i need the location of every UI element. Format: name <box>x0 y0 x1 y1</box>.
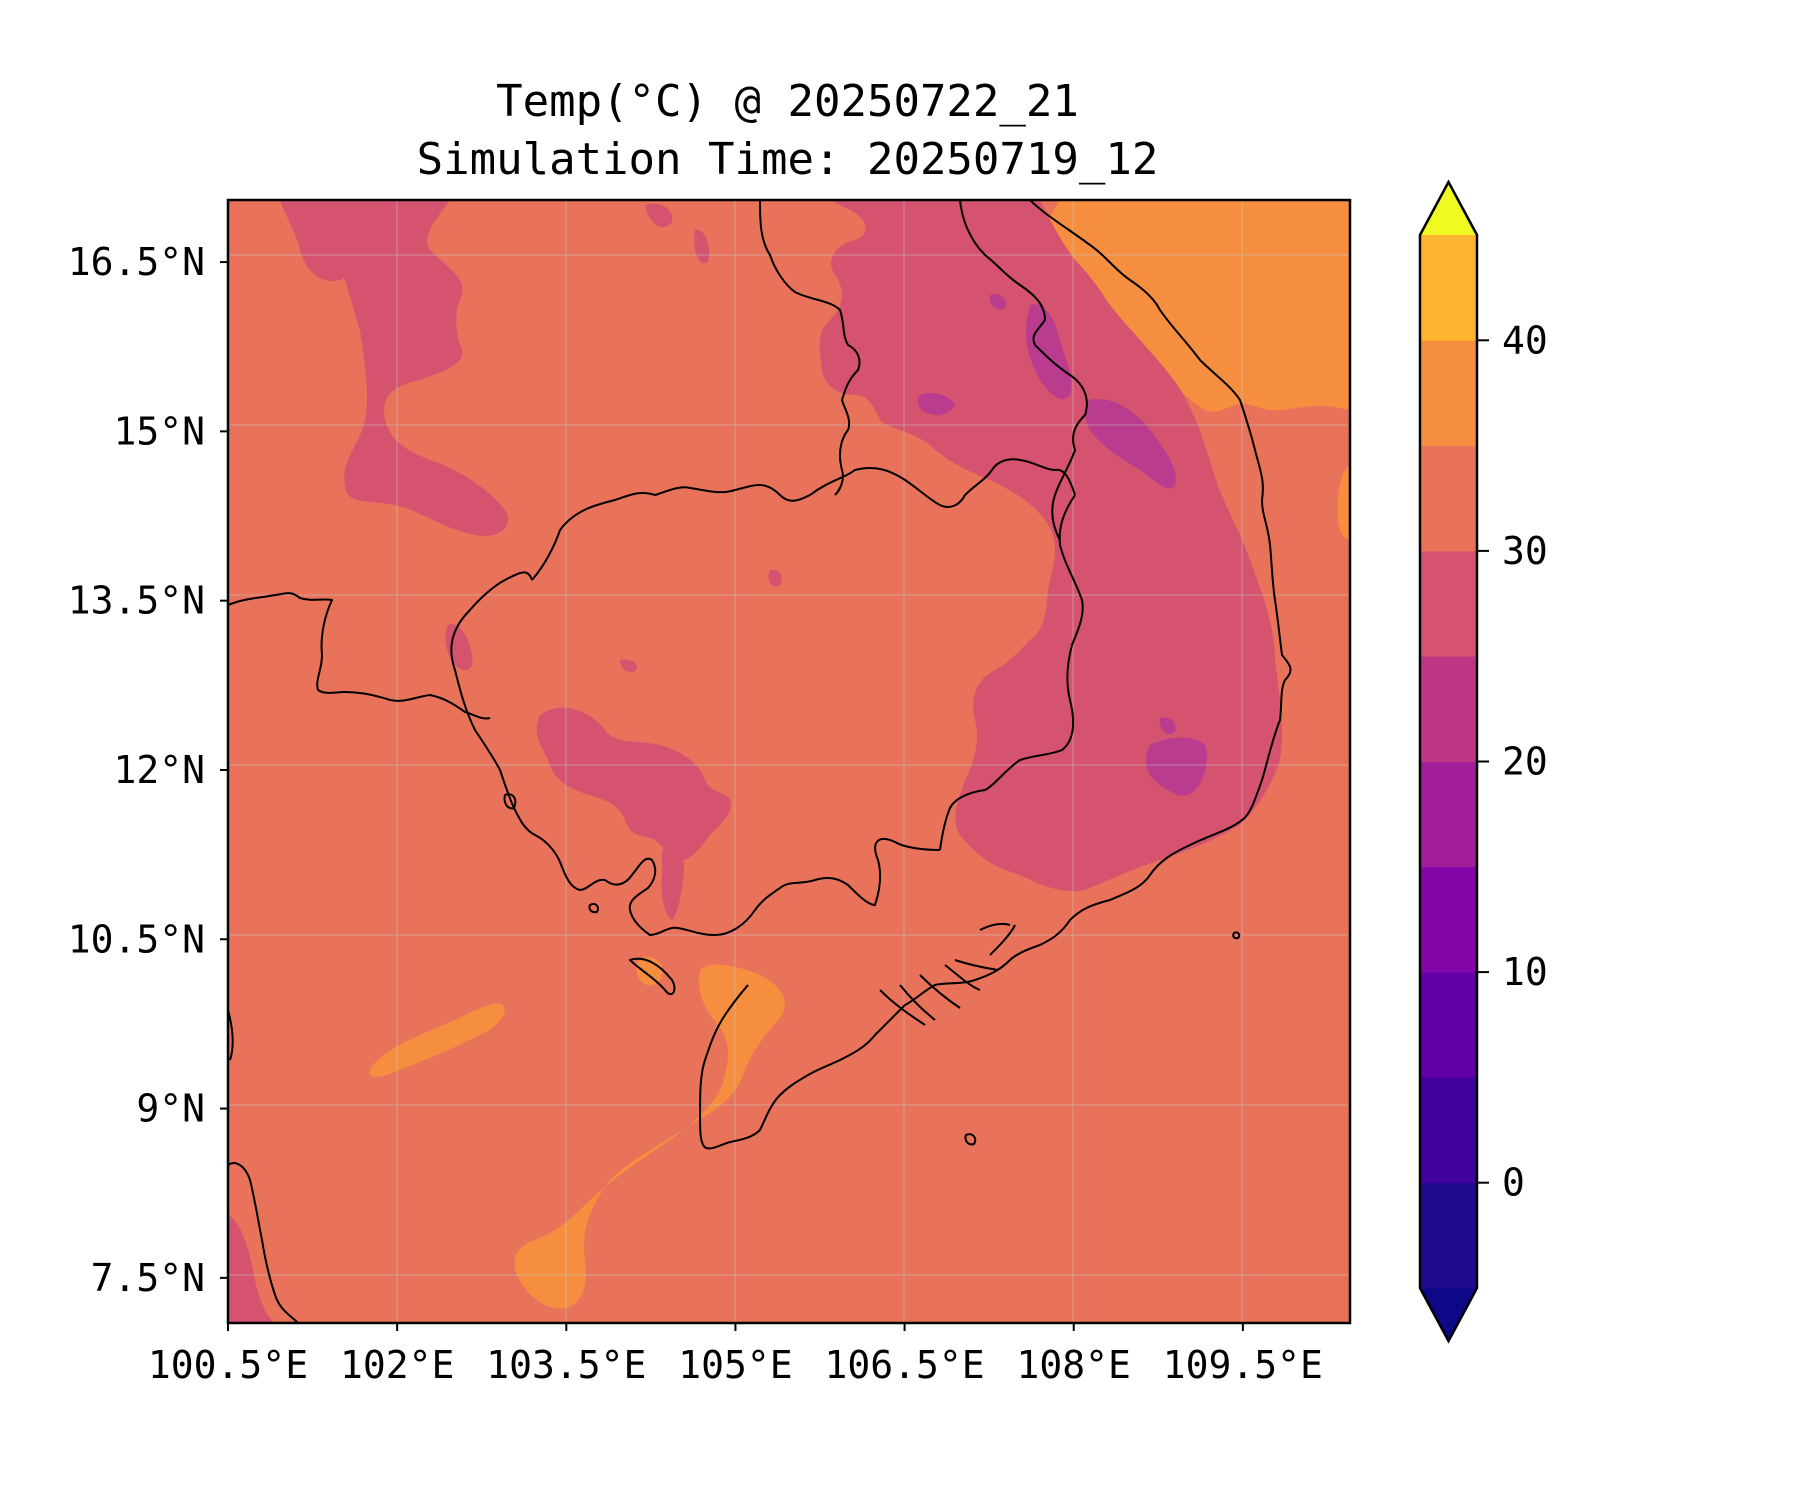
y-axis-latitude: 16.5°N 15°N 13.5°N 12°N 10.5°N 9°N 7.5°N <box>68 240 228 1300</box>
cooler-patch-annamite-central <box>1084 399 1176 489</box>
colorbar-segment <box>1420 656 1477 762</box>
colorbar-tick-label: 30 <box>1502 529 1548 573</box>
cooler-patch-laos-north-small <box>989 294 1007 310</box>
cool-region-thailand-north <box>280 200 509 536</box>
cambodia-border-east <box>939 494 1084 851</box>
x-tick-label: 106.5°E <box>825 1343 985 1387</box>
island-small-1 <box>503 793 517 810</box>
x-axis-longitude: 100.5°E 102°E 103.5°E 105°E 106.5°E 108°E 109.… <box>148 1323 1323 1387</box>
cooler-patch-laos-small <box>917 393 955 416</box>
map-panel <box>228 200 1350 1323</box>
colorbar-segment <box>1420 235 1477 341</box>
y-tick-label: 9°N <box>136 1087 205 1131</box>
colorbar-tick-label: 40 <box>1502 318 1548 362</box>
colorbar-tick-label: 10 <box>1502 950 1548 994</box>
colorbar-extend-under <box>1420 1288 1477 1341</box>
island-small-east <box>1232 931 1241 940</box>
vietnam-coastline <box>699 200 1292 1150</box>
cooler-patch-annamite-north <box>1025 304 1072 400</box>
x-tick-label: 100.5°E <box>148 1343 308 1387</box>
warm-patch-east-edge <box>1337 465 1350 539</box>
temperature-colorbar: 0 10 20 30 40 <box>1418 179 1548 1344</box>
island-con-dao <box>964 1133 977 1146</box>
map-gridlines <box>228 200 1350 1323</box>
coastlines-and-borders <box>228 200 1292 1323</box>
cool-patch-tonle-sap-north <box>620 659 637 672</box>
colorbar-segment <box>1420 866 1477 973</box>
colorbar-tick-label: 20 <box>1502 740 1548 784</box>
colorbar-tick-label: 0 <box>1502 1161 1525 1205</box>
laos-border <box>759 200 1088 541</box>
x-tick-label: 102°E <box>340 1343 454 1387</box>
cambodia-border-south <box>450 579 941 936</box>
island-phu-quoc <box>629 957 676 996</box>
thailand-cambodia-north-border <box>504 571 533 581</box>
map-title-line-2: Simulation Time: 20250719_12 <box>416 134 1159 185</box>
colorbar-extend-over <box>1420 182 1477 235</box>
colorbar-segment <box>1420 1077 1477 1184</box>
cooler-patch-central-highlands <box>1145 737 1207 796</box>
colorbar-segment <box>1420 1182 1477 1289</box>
y-tick-label: 10.5°N <box>68 917 205 961</box>
y-tick-label: 7.5°N <box>91 1256 205 1300</box>
warm-streak-west-gulf <box>369 1003 505 1077</box>
x-tick-label: 109.5°E <box>1163 1343 1323 1387</box>
cambodia-border-north <box>531 458 1076 581</box>
colorbar-segment <box>1420 972 1477 1078</box>
colorbar-segment <box>1420 550 1477 657</box>
colorbar-segment <box>1420 761 1477 868</box>
cool-patch-thailand-northwest <box>280 200 370 281</box>
x-tick-label: 105°E <box>678 1343 792 1387</box>
cool-patch-southwest-coast <box>228 1215 275 1323</box>
island-small-2 <box>588 902 599 914</box>
y-tick-label: 12°N <box>113 748 205 792</box>
x-tick-label: 103.5°E <box>486 1343 646 1387</box>
x-tick-label: 108°E <box>1017 1343 1131 1387</box>
y-tick-label: 13.5°N <box>68 579 205 623</box>
cool-region-laos-vietnam-highlands <box>819 200 1275 885</box>
colorbar-segment <box>1420 340 1477 447</box>
cool-patch-north-small <box>645 203 673 228</box>
cool-patch-koh-kong <box>661 843 685 920</box>
thailand-myanmar-border <box>228 592 491 720</box>
map-frame <box>226 198 1352 1325</box>
warm-region-south-china-sea <box>1033 200 1350 412</box>
map-title-line-1: Temp(°C) @ 20250722_21 <box>496 76 1079 127</box>
cool-region-cambodia-west <box>536 707 731 861</box>
y-tick-label: 15°N <box>113 409 205 453</box>
cooler-patch-highlands-small <box>1159 717 1176 735</box>
mekong-delta-distributaries <box>879 922 1016 1026</box>
colorbar-outline <box>1418 179 1479 1344</box>
warm-plume-gulf-of-thailand <box>514 964 785 1309</box>
y-tick-label: 16.5°N <box>68 240 205 284</box>
cool-patch-cambodia-center-small <box>768 569 782 587</box>
cool-region-south-highlands <box>993 640 1283 892</box>
colorbar-segment <box>1420 445 1477 552</box>
